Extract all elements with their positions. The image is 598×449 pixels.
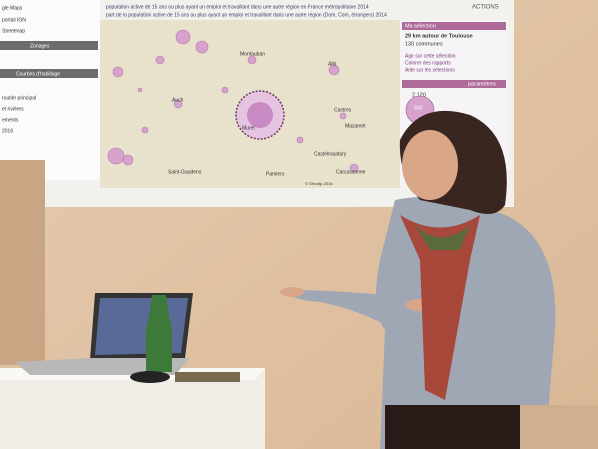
city-label: Carcassonne <box>336 169 366 175</box>
left-panel <box>0 0 100 180</box>
laptop-display <box>95 298 188 355</box>
menu-item: 2016 <box>2 128 13 134</box>
panel-link[interactable]: Colorer des rapports <box>405 60 451 66</box>
bottle <box>146 295 172 372</box>
selection-count: 130 communes <box>405 41 443 47</box>
params[interactable]: paramètres <box>468 81 496 87</box>
menu-item: gle Maps <box>2 5 23 11</box>
panel-header <box>402 22 506 30</box>
legend-item: part de la population active de 15 ans o… <box>106 12 387 18</box>
city-label: Albi <box>328 61 336 67</box>
city-label: Montauban <box>240 51 265 57</box>
panel-header <box>0 41 98 50</box>
legend-value: 830 <box>414 105 423 111</box>
menu-item: routier principal <box>2 95 36 101</box>
menu-header: Zonages <box>30 43 50 49</box>
scarf <box>400 215 480 400</box>
legend-value: 2 120 <box>412 92 426 98</box>
city-label: Saint-Gaudens <box>168 169 202 175</box>
city-label: Castelnaudary <box>314 151 347 157</box>
left-panel-texts: gle Maps portail IGN Streetmap Zonages C… <box>2 5 60 134</box>
city-label: Muret <box>242 125 255 131</box>
city-label: Castres <box>334 107 352 113</box>
arm <box>285 290 395 330</box>
legend-item: population active de 15 ans ou plus ayan… <box>106 4 369 10</box>
selection-area: 29 km autour de Toulouse <box>405 33 473 39</box>
mouse <box>130 371 170 383</box>
notebook <box>175 372 240 382</box>
menu-header: Courbes d'habillage <box>16 71 60 77</box>
face <box>402 130 458 200</box>
menu-item: portail IGN <box>2 17 26 23</box>
board <box>0 160 45 365</box>
legend: population active de 15 ans ou plus ayan… <box>106 4 499 18</box>
map-labels: Montauban Albi Auch Castres Mazamet Mure… <box>168 51 366 186</box>
menu-item: ements <box>2 117 19 123</box>
copyright: © Géoclip 2016 <box>305 181 333 186</box>
trousers <box>385 405 525 449</box>
actions[interactable]: ACTIONS <box>472 5 499 11</box>
selection-texts: Ma sélection 29 km autour de Toulouse 13… <box>405 23 496 98</box>
scarf-fold <box>415 225 470 250</box>
menu-item: Streetmap <box>2 28 25 34</box>
city-label: Mazamet <box>345 123 366 129</box>
panel-header <box>402 80 506 88</box>
panel-link[interactable]: Agir sur cette sélection <box>405 53 456 59</box>
panel-header <box>0 69 98 78</box>
hand <box>280 287 304 297</box>
panel-link[interactable]: Aide sur les sélections <box>405 67 455 73</box>
menu-item: et rivières <box>2 106 24 112</box>
city-label: Pamiers <box>266 171 285 177</box>
toulouse-bubble <box>247 102 273 128</box>
city-label: Auch <box>172 97 184 103</box>
map-bubbles <box>107 29 359 173</box>
panel-title: Ma sélection <box>405 23 436 29</box>
chair <box>520 405 598 449</box>
